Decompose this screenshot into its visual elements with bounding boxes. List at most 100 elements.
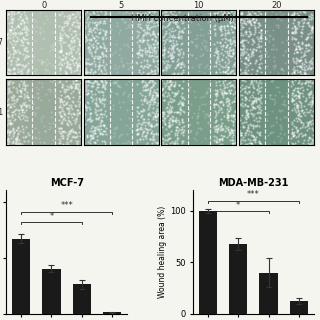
Point [147, 7, 152, 12]
Point [96, 31, 101, 36]
Point [24, 115, 29, 120]
Point [58, 48, 63, 53]
Point [96, 97, 101, 102]
Point [25, 71, 30, 76]
Point [84, 134, 90, 140]
Point [138, 52, 143, 58]
Point [21, 115, 26, 120]
Point [4, 13, 10, 18]
Point [190, 115, 195, 120]
Point [42, 36, 47, 41]
Point [173, 91, 179, 96]
Point [308, 58, 313, 63]
Point [224, 100, 229, 105]
Point [74, 62, 79, 67]
Point [213, 59, 218, 64]
Point [147, 99, 152, 104]
Point [253, 58, 258, 63]
Point [256, 96, 261, 101]
Point [180, 116, 185, 121]
Point [30, 101, 36, 106]
Point [306, 24, 311, 29]
Point [292, 50, 297, 55]
Point [232, 43, 237, 48]
Point [143, 126, 148, 132]
Point [88, 89, 93, 94]
Point [257, 29, 262, 34]
Point [101, 14, 107, 19]
Point [152, 42, 157, 47]
Point [62, 111, 67, 116]
Point [269, 108, 274, 113]
Point [216, 138, 221, 143]
Point [83, 80, 88, 85]
Point [296, 91, 301, 96]
Point [295, 20, 300, 25]
Point [95, 27, 100, 32]
Point [171, 8, 176, 13]
Point [228, 26, 234, 31]
Point [19, 124, 24, 129]
Point [173, 127, 179, 132]
Point [217, 39, 222, 44]
Point [67, 15, 72, 20]
Point [177, 33, 182, 38]
Point [241, 44, 246, 49]
Point [144, 19, 149, 24]
Point [66, 34, 71, 39]
Point [248, 19, 253, 24]
Point [9, 140, 14, 146]
Point [221, 43, 226, 48]
Point [11, 37, 16, 42]
Point [161, 97, 166, 102]
Point [14, 87, 19, 92]
Point [278, 18, 283, 23]
Title: 0: 0 [41, 1, 46, 10]
Point [202, 135, 207, 140]
Point [212, 127, 217, 132]
Point [172, 109, 177, 114]
Point [129, 69, 134, 75]
Point [146, 31, 151, 36]
Point [271, 97, 276, 102]
Point [58, 120, 63, 125]
Point [174, 63, 179, 68]
Point [248, 141, 253, 146]
Point [24, 92, 29, 97]
Point [181, 110, 186, 115]
Point [294, 129, 300, 134]
Point [246, 140, 252, 146]
Point [154, 19, 159, 24]
Point [9, 11, 14, 16]
Point [224, 45, 229, 50]
Point [168, 105, 173, 110]
Point [114, 41, 119, 46]
Point [135, 35, 140, 40]
Point [175, 47, 180, 52]
Point [100, 83, 105, 88]
Point [15, 17, 20, 22]
Point [20, 62, 25, 67]
Point [149, 85, 155, 90]
Point [271, 36, 276, 41]
Point [4, 108, 10, 114]
Point [293, 47, 299, 52]
Point [98, 131, 103, 136]
Point [253, 25, 258, 30]
Point [300, 132, 305, 137]
Point [100, 27, 105, 32]
Point [98, 77, 103, 82]
Point [218, 24, 223, 29]
Point [305, 48, 310, 53]
Point [23, 99, 28, 104]
Point [68, 127, 74, 132]
Point [7, 85, 12, 90]
Point [217, 15, 222, 20]
Point [226, 56, 231, 61]
Point [102, 141, 108, 147]
Point [275, 133, 280, 139]
Point [103, 132, 108, 137]
Point [277, 108, 283, 113]
Bar [42, 269, 60, 314]
Point [247, 88, 252, 93]
